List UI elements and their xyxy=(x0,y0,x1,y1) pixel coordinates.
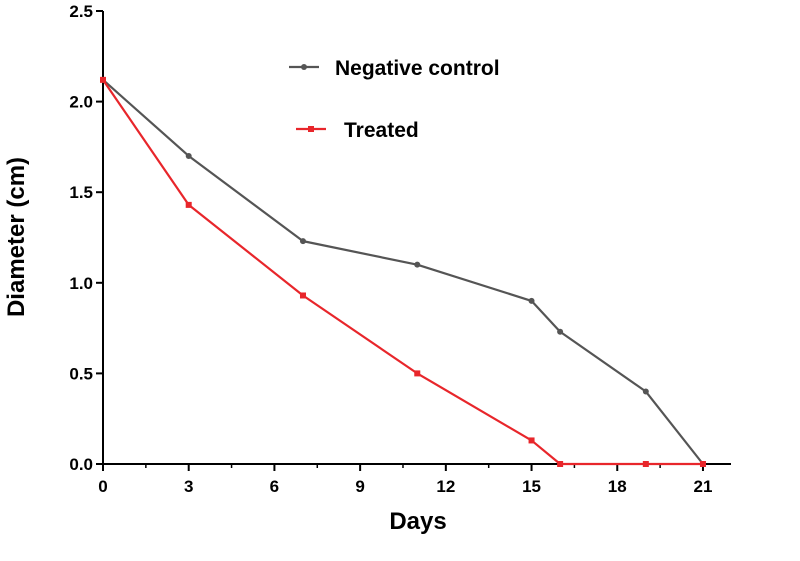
data-point xyxy=(528,297,535,304)
series-line-negative-control xyxy=(102,79,704,465)
legend-marker xyxy=(301,64,307,70)
x-axis-ticks: 0 3 6 9 12 15 18 21 xyxy=(98,464,712,496)
y-tick-label: 2.5 xyxy=(69,2,93,21)
x-tick-label: 3 xyxy=(184,477,193,496)
y-tick-label: 2.0 xyxy=(69,93,93,112)
x-tick-label: 6 xyxy=(270,477,279,496)
x-tick-label: 21 xyxy=(694,477,713,496)
data-point xyxy=(528,437,535,444)
data-point xyxy=(414,370,421,377)
x-tick-label: 0 xyxy=(98,477,107,496)
data-point xyxy=(100,76,106,83)
data-point xyxy=(414,261,421,268)
data-point xyxy=(299,238,306,245)
x-axis-title: Days xyxy=(389,508,446,535)
y-tick-label: 0.5 xyxy=(69,364,93,383)
series-treated xyxy=(100,76,706,467)
series-line-treated xyxy=(102,79,703,466)
data-point xyxy=(699,461,706,467)
data-point xyxy=(642,461,649,467)
data-point xyxy=(642,388,649,395)
legend-label: Treated xyxy=(344,119,419,142)
data-point xyxy=(557,328,564,335)
y-tick-label: 1.0 xyxy=(69,274,93,293)
y-axis-ticks: 0.0 0.5 1.0 1.5 2.0 2.5 xyxy=(69,2,103,474)
y-tick-label: 0.0 xyxy=(69,455,93,474)
y-axis-title: Diameter (cm) xyxy=(3,157,30,317)
data-point xyxy=(185,152,192,159)
y-tick-label: 1.5 xyxy=(69,183,93,202)
data-point xyxy=(185,201,192,208)
data-point xyxy=(299,292,306,299)
x-tick-label: 12 xyxy=(436,477,455,496)
legend: Negative control Treated xyxy=(289,57,500,142)
x-tick-label: 18 xyxy=(608,477,627,496)
series-layer xyxy=(100,76,706,467)
legend-marker xyxy=(308,126,314,132)
legend-item: Treated xyxy=(296,119,419,142)
legend-item: Negative control xyxy=(289,57,500,80)
x-tick-label: 9 xyxy=(355,477,364,496)
x-tick-label: 15 xyxy=(522,477,541,496)
legend-label: Negative control xyxy=(335,57,500,80)
data-point xyxy=(557,461,564,467)
